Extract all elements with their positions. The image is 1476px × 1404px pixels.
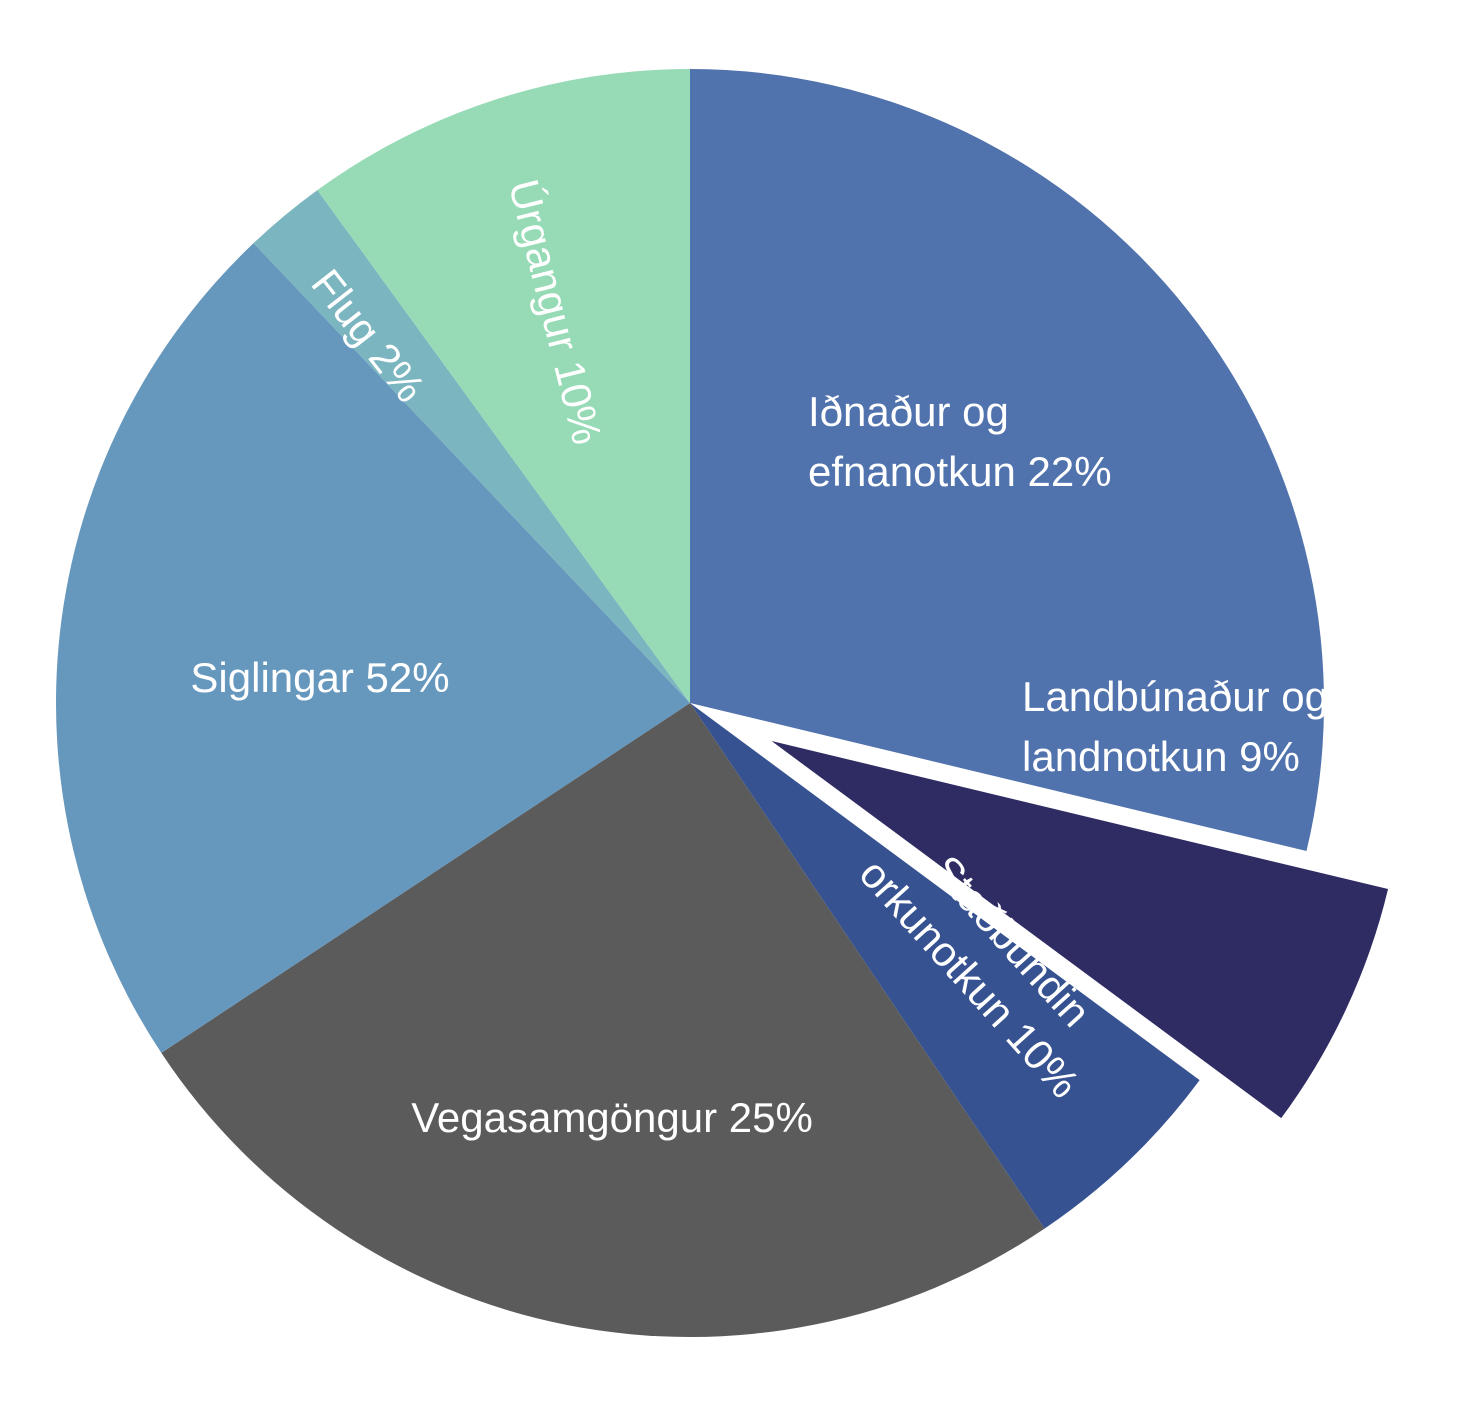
slice-urgangur xyxy=(317,69,690,703)
slice-idnadur-og-efnanotkun xyxy=(690,69,1324,852)
slice-landbunadur-og-landnotkun xyxy=(771,741,1389,1119)
label-line: Vegasamgöngur 25% xyxy=(411,1094,813,1141)
slice-stadbundin-orkunotkun xyxy=(690,703,1200,1229)
label-idnadur-og-efnanotkun: Iðnaður og efnanotkun 22% xyxy=(808,388,1112,495)
slice-vegasamgongur xyxy=(161,703,1045,1338)
label-line: Iðnaður og xyxy=(808,388,1009,435)
slice-flug xyxy=(253,190,691,703)
slice-siglingar xyxy=(55,243,690,1053)
label-vegasamgongur: Vegasamgöngur 25% xyxy=(411,1094,813,1141)
pie-slices xyxy=(55,69,1389,1338)
label-siglingar: Siglingar 52% xyxy=(190,654,449,701)
label-line: efnanotkun 22% xyxy=(808,448,1112,495)
label-line: landnotkun 9% xyxy=(1022,733,1300,780)
label-line: Siglingar 52% xyxy=(190,654,449,701)
label-line: Landbúnaður og xyxy=(1022,673,1328,720)
label-landbunadur-og-landnotkun: Landbúnaður og landnotkun 9% xyxy=(1022,673,1328,780)
